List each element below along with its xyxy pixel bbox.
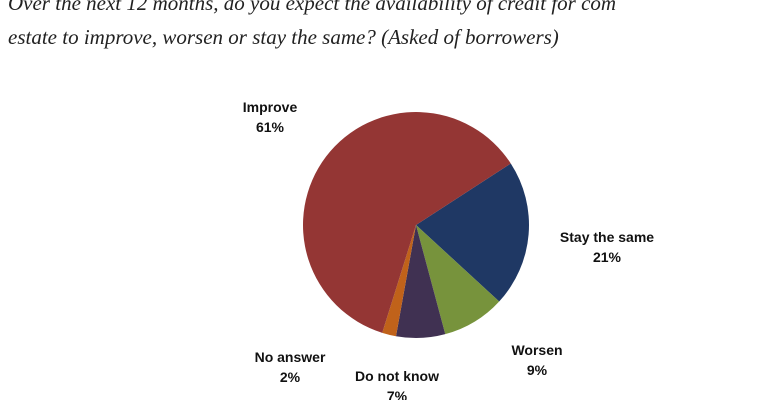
slice-label: Do not know bbox=[355, 368, 439, 384]
value-label: 7% bbox=[387, 388, 408, 400]
chart-title: Over the next 12 months, do you expect t… bbox=[8, 0, 616, 15]
slice-label: No answer bbox=[255, 349, 326, 365]
chart-title: estate to improve, worsen or stay the sa… bbox=[8, 25, 559, 49]
pie-slice bbox=[382, 225, 416, 337]
slice-label: Improve bbox=[243, 99, 298, 115]
pie-slice bbox=[416, 225, 500, 335]
value-label: 61% bbox=[256, 119, 285, 135]
value-label: 2% bbox=[280, 369, 301, 385]
slice-label: Stay the same bbox=[560, 229, 654, 245]
slice-label: Worsen bbox=[511, 342, 562, 358]
value-label: 9% bbox=[527, 362, 548, 378]
pie-slice bbox=[416, 163, 529, 302]
value-label: 21% bbox=[593, 249, 622, 265]
pie-slice bbox=[395, 225, 446, 339]
pie-slice bbox=[302, 111, 511, 333]
